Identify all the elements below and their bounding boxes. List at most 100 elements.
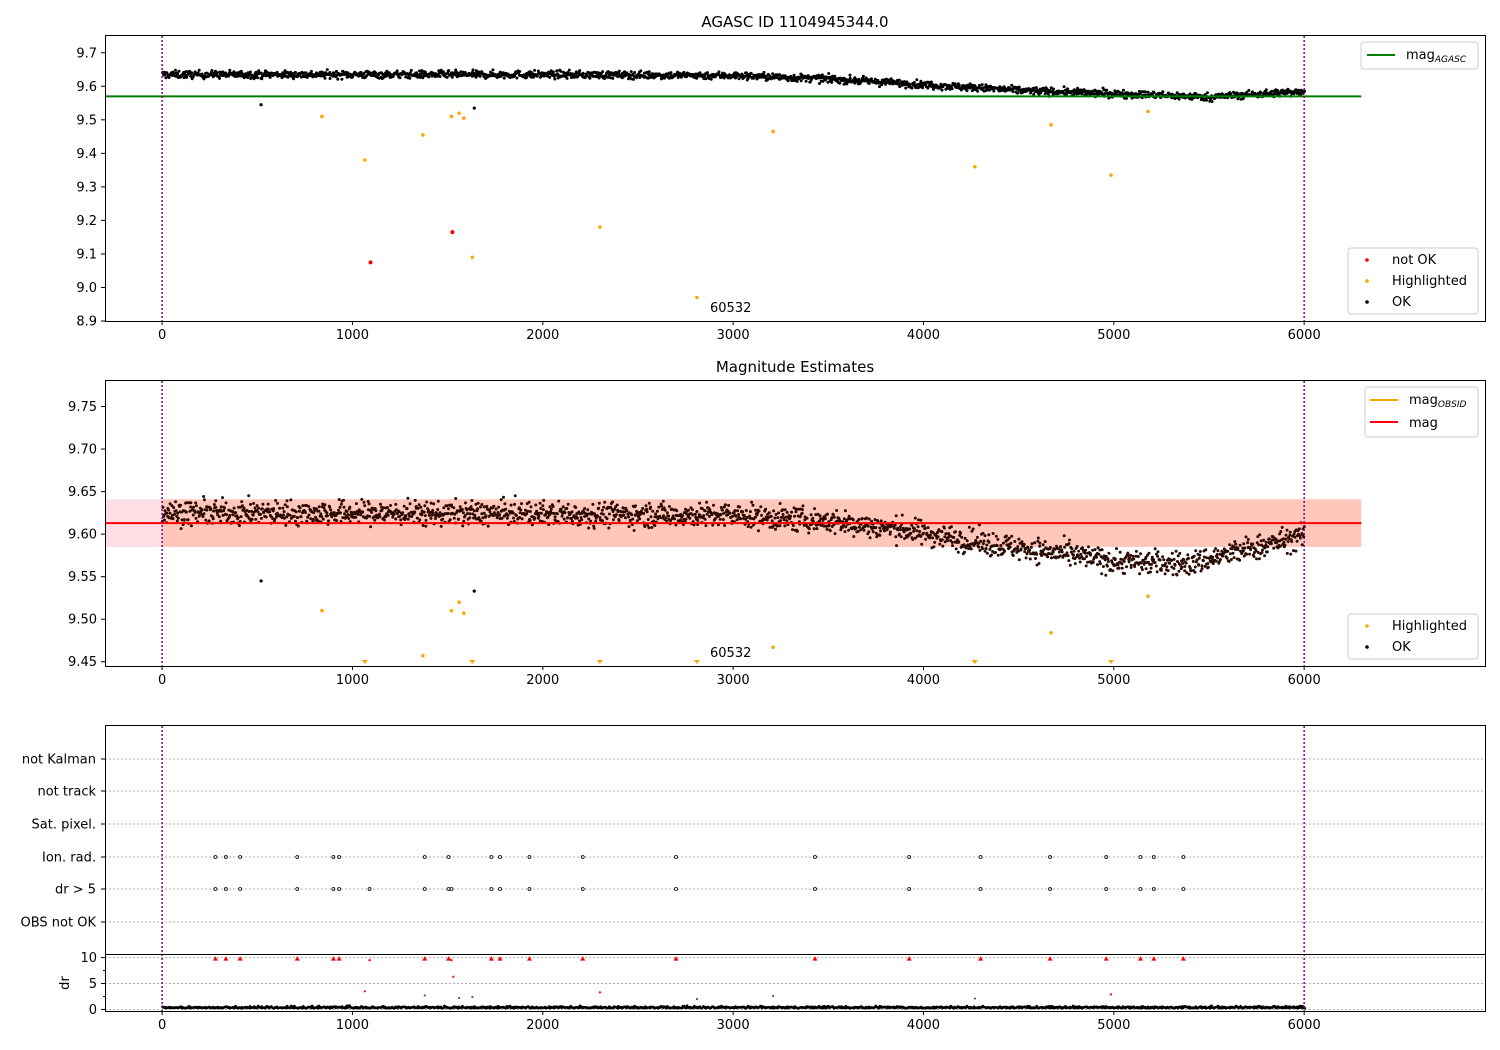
ok-point (1166, 569, 1170, 573)
ok-point (601, 519, 605, 523)
y-tick-label: 9.45 (68, 655, 97, 670)
ok-point (1232, 556, 1236, 560)
ok-point (865, 516, 868, 520)
ok-point (657, 505, 661, 509)
dr-clipped-marker (237, 956, 243, 961)
ok-point (1152, 91, 1156, 95)
ok-point (937, 528, 941, 532)
ok-point (818, 514, 822, 518)
ok-point (266, 507, 270, 511)
ok-point (374, 509, 378, 513)
x-tick-label: 3000 (717, 328, 750, 343)
ok-point (478, 74, 482, 78)
ok-point (675, 509, 679, 513)
highlighted-point (449, 608, 454, 613)
ok-point (299, 515, 303, 519)
ok-point (338, 505, 342, 509)
ok-point (1174, 549, 1178, 553)
ok-point (353, 512, 357, 516)
ok-point (342, 505, 346, 509)
ok-point (690, 508, 694, 512)
ok-point (502, 76, 506, 80)
ok-point (274, 499, 278, 502)
ok-point (513, 494, 517, 498)
ok-point (468, 512, 472, 516)
ok-point (805, 516, 809, 520)
ok-point (1216, 556, 1220, 560)
ok-point (782, 518, 786, 522)
ok-point (1150, 562, 1154, 566)
ok-point (1225, 556, 1229, 560)
ok-point (1052, 87, 1055, 91)
ok-point (778, 502, 782, 505)
ok-point (611, 500, 615, 504)
y-tick-label: 9.3 (76, 180, 97, 195)
ok-point (368, 514, 371, 518)
ok-point (1278, 544, 1282, 548)
y-tick-label: 9.70 (68, 443, 97, 458)
ok-point (790, 510, 794, 514)
ok-point (737, 513, 741, 516)
ok-point (1193, 570, 1197, 574)
ok-point (669, 71, 673, 75)
ok-point (1283, 543, 1287, 547)
ok-point (342, 498, 345, 502)
ok-point (1134, 549, 1138, 553)
ok-point (348, 505, 352, 509)
ok-point (857, 525, 861, 529)
highlighted-point (1049, 631, 1053, 635)
ok-point (450, 75, 454, 79)
ok-point (454, 497, 458, 500)
ok-point (996, 537, 1000, 541)
ok-point (232, 506, 236, 510)
y-tick-label: 9.0 (76, 281, 97, 296)
ok-point (176, 516, 180, 520)
ok-point (527, 500, 531, 504)
ok-point (448, 518, 452, 522)
dr-clipped-marker (580, 956, 586, 961)
ok-point (942, 526, 946, 530)
ok-point (1191, 560, 1195, 563)
ok-point (867, 517, 871, 521)
ok-point (870, 77, 873, 81)
ok-point (225, 513, 228, 517)
highlighted-point (320, 114, 324, 119)
ok-point (681, 514, 685, 517)
ok-point (214, 505, 218, 509)
ok-point (638, 517, 642, 521)
ok-point (862, 528, 866, 532)
ok-point (641, 507, 645, 510)
ok-point (1129, 563, 1133, 567)
ok-point (260, 77, 264, 81)
ok-point (1172, 557, 1176, 561)
dr-clipped-marker (1137, 956, 1143, 961)
ok-point (908, 527, 912, 531)
ok-point (1104, 573, 1108, 577)
ok-point (830, 80, 834, 84)
ok-point (999, 544, 1003, 547)
ok-point (325, 68, 329, 72)
dr-clipped-marker (526, 956, 532, 961)
ok-point (879, 519, 883, 523)
ok-point (296, 516, 300, 520)
highlighted-point (771, 129, 775, 134)
ok-point (667, 505, 671, 508)
ok-point (307, 504, 311, 508)
ok-point (894, 514, 898, 518)
ok-point (421, 524, 425, 527)
ok-point (526, 509, 530, 513)
ok-point (1259, 91, 1263, 95)
ok-point (1262, 538, 1266, 542)
dr-high-point (450, 958, 453, 962)
ok-point (474, 75, 478, 79)
ok-point (167, 76, 171, 79)
ok-point (1201, 559, 1205, 563)
ok-point (429, 516, 433, 520)
ok-point (1228, 543, 1232, 547)
ok-point (1078, 560, 1082, 564)
ok-point (1257, 543, 1261, 547)
x-tick-label: 1000 (336, 673, 369, 688)
ok-point (561, 505, 565, 509)
ok-point (576, 74, 580, 78)
dr-clipped-marker (330, 956, 336, 961)
